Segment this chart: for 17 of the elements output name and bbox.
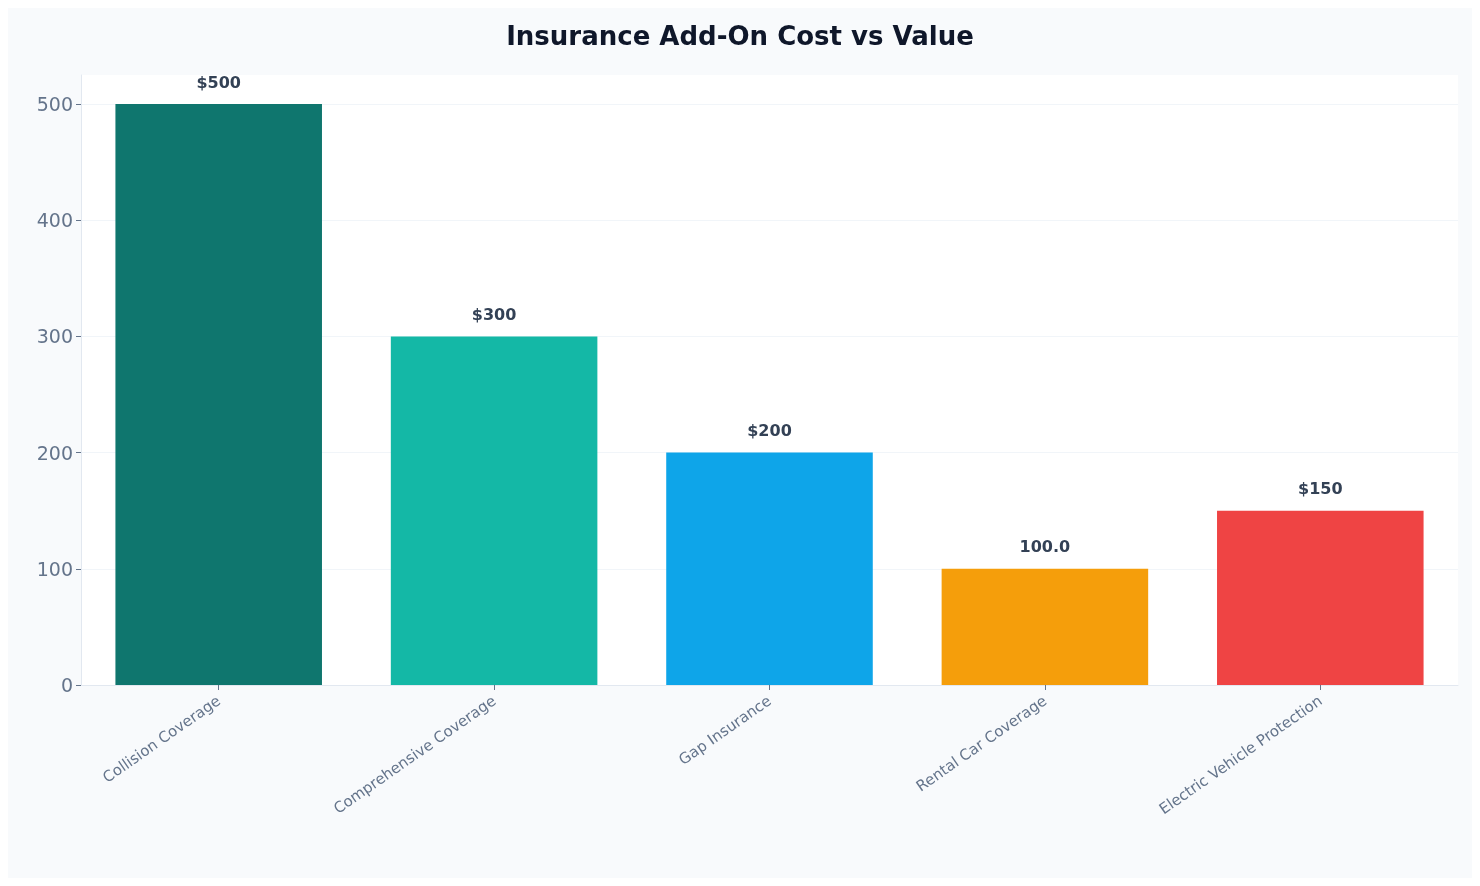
bar: [390, 336, 598, 685]
data-label: $150: [1298, 479, 1343, 499]
bar: [1217, 510, 1424, 685]
data-label: $300: [471, 304, 517, 324]
y-tick-label: 500: [36, 93, 73, 116]
bar: [115, 104, 322, 685]
chart-title: Insurance Add-On Cost vs Value: [506, 21, 974, 51]
y-tick-label: 200: [36, 441, 73, 464]
data-label: $500: [196, 72, 241, 92]
bar: [666, 452, 873, 685]
data-label: $200: [747, 421, 792, 441]
y-tick-label: 400: [36, 209, 73, 232]
bar: [941, 568, 1149, 685]
y-tick-label: 300: [36, 325, 73, 348]
data-label: 100.0: [1019, 537, 1071, 557]
y-tick-label: 100: [36, 557, 73, 580]
y-tick-label: 0: [60, 674, 73, 696]
